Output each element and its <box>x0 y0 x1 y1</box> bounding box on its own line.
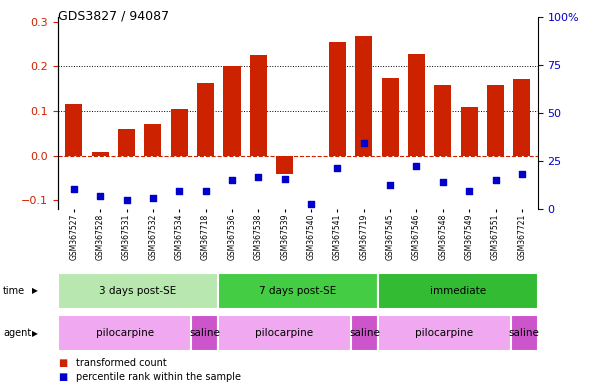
Point <box>412 162 422 169</box>
Bar <box>487 85 504 156</box>
Point <box>359 140 368 146</box>
Bar <box>329 42 346 156</box>
Point <box>332 165 342 171</box>
Point <box>148 195 158 201</box>
Bar <box>250 55 267 156</box>
Text: ■: ■ <box>58 372 67 382</box>
Bar <box>218 315 351 351</box>
Bar <box>92 152 109 156</box>
Bar <box>511 315 538 351</box>
Bar <box>276 156 293 174</box>
Text: saline: saline <box>509 328 540 338</box>
Text: pilocarpine: pilocarpine <box>255 328 313 338</box>
Bar <box>434 85 452 156</box>
Point <box>201 188 211 194</box>
Text: pilocarpine: pilocarpine <box>415 328 474 338</box>
Point <box>95 193 105 199</box>
Point <box>438 179 448 185</box>
Bar <box>65 104 82 156</box>
Text: transformed count: transformed count <box>76 358 167 368</box>
Text: ▶: ▶ <box>32 329 38 338</box>
Text: pilocarpine: pilocarpine <box>95 328 154 338</box>
Bar <box>197 83 214 156</box>
Bar <box>58 315 191 351</box>
Text: ■: ■ <box>58 358 67 368</box>
Point <box>227 177 237 183</box>
Bar <box>513 79 530 156</box>
Point <box>254 174 263 180</box>
Point <box>491 177 500 183</box>
Bar <box>170 109 188 156</box>
Bar <box>378 315 511 351</box>
Bar <box>224 66 241 156</box>
Point <box>464 188 474 194</box>
Point <box>280 176 290 182</box>
Bar <box>381 78 398 156</box>
Text: GDS3827 / 94087: GDS3827 / 94087 <box>58 10 169 23</box>
Point <box>306 201 316 207</box>
Bar <box>144 124 161 156</box>
Bar <box>191 315 218 351</box>
Text: 3 days post-SE: 3 days post-SE <box>100 286 177 296</box>
Bar <box>58 273 218 309</box>
Text: time: time <box>3 286 25 296</box>
Point <box>122 197 131 204</box>
Bar <box>378 273 538 309</box>
Bar <box>351 315 378 351</box>
Text: ▶: ▶ <box>32 286 38 295</box>
Point <box>385 182 395 188</box>
Bar <box>355 36 372 156</box>
Bar <box>118 129 135 156</box>
Point <box>517 171 527 177</box>
Text: saline: saline <box>349 328 380 338</box>
Bar <box>461 108 478 156</box>
Text: percentile rank within the sample: percentile rank within the sample <box>76 372 241 382</box>
Text: agent: agent <box>3 328 31 338</box>
Text: saline: saline <box>189 328 220 338</box>
Bar <box>408 54 425 156</box>
Text: 7 days post-SE: 7 days post-SE <box>259 286 337 296</box>
Bar <box>218 273 378 309</box>
Point <box>69 186 79 192</box>
Point <box>174 188 184 194</box>
Text: immediate: immediate <box>430 286 486 296</box>
